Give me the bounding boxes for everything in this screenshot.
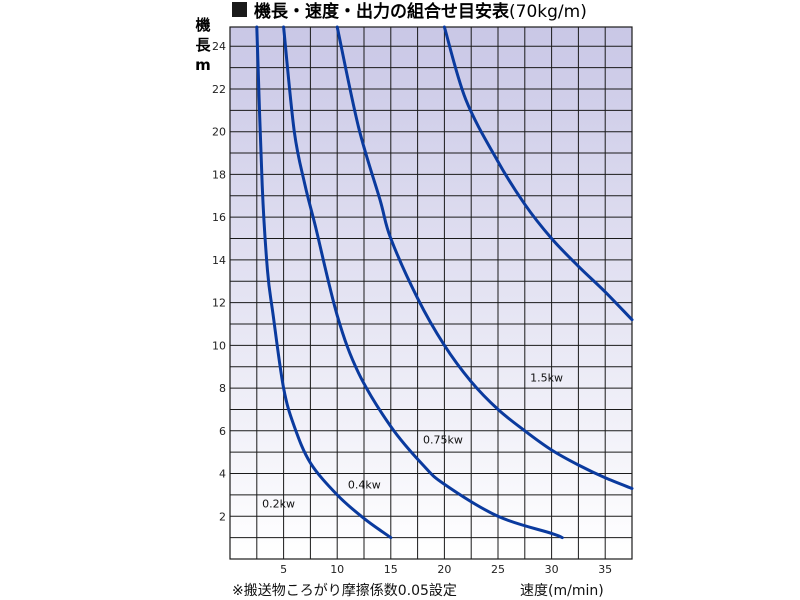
title-bullet <box>232 2 247 17</box>
y-tick-label: 18 <box>212 168 226 181</box>
x-tick-label: 5 <box>280 563 287 576</box>
y-tick-label: 14 <box>212 254 226 267</box>
footnote: ※搬送物ころがり摩擦係数0.05設定 <box>232 582 457 599</box>
chart-title: 機長・速度・出力の組合せ目安表(70kg/m) <box>254 1 587 22</box>
x-tick-label: 20 <box>437 563 451 576</box>
series-label-1-5kw: 1.5kw <box>530 372 563 385</box>
y-tick-label: 20 <box>212 126 226 139</box>
series-line-0-2kw <box>255 25 393 540</box>
series-lines <box>255 25 634 540</box>
plot-background <box>230 27 632 559</box>
x-tick-label: 35 <box>598 563 612 576</box>
x-axis-label: 速度(m/min) <box>520 583 604 599</box>
y-tick-label: 2 <box>219 510 226 523</box>
y-axis-label-char-3: m <box>195 56 211 74</box>
x-tick-labels: 5 10 15 20 25 30 35 <box>280 563 612 576</box>
grid <box>229 26 633 560</box>
series-label-0-2kw: 0.2kw <box>262 498 295 511</box>
plot-border <box>229 26 633 560</box>
chart-title-unit: (70kg/m) <box>509 2 587 22</box>
y-tick-label: 16 <box>212 211 226 224</box>
x-tick-label: 15 <box>384 563 398 576</box>
y-axis-label: 機 長 m <box>195 16 211 74</box>
y-tick-label: 6 <box>219 425 226 438</box>
y-tick-label: 10 <box>212 339 226 352</box>
series-line-0-75kw <box>335 25 634 490</box>
series-line-0-4kw <box>282 25 564 540</box>
series-line-1-5kw <box>442 25 634 322</box>
y-axis-label-char-2: 長 <box>195 36 211 54</box>
y-tick-label: 8 <box>219 382 226 395</box>
y-tick-label: 12 <box>212 297 226 310</box>
y-tick-label: 24 <box>212 40 226 53</box>
series-label-0-75kw: 0.75kw <box>423 434 463 447</box>
series-label-0-4kw: 0.4kw <box>348 478 381 491</box>
y-tick-label: 22 <box>212 83 226 96</box>
y-axis-label-char-1: 機 <box>195 16 210 34</box>
x-tick-label: 10 <box>330 563 344 576</box>
x-tick-label: 30 <box>545 563 559 576</box>
series-labels: 0.2kw 0.4kw 0.75kw 1.5kw <box>262 372 563 511</box>
x-tick-label: 25 <box>491 563 505 576</box>
y-tick-label: 4 <box>219 468 226 481</box>
chart-title-main: 機長・速度・出力の組合せ目安表 <box>254 1 510 22</box>
